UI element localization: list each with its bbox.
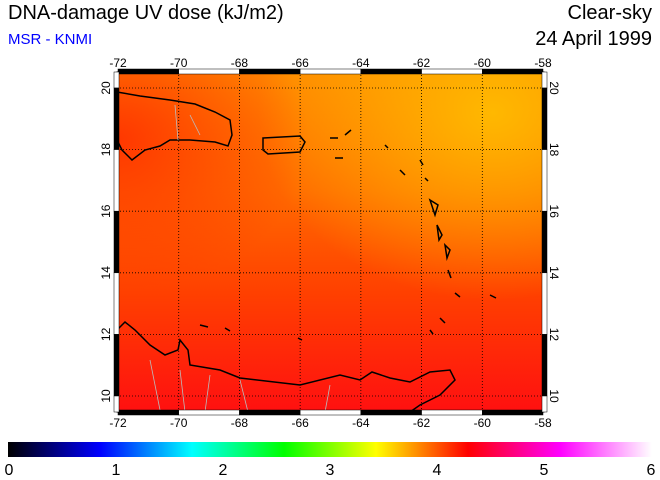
lon-labels-bottom: -72 -70 -68 -66 -64 -62 -60 -58 <box>109 416 552 430</box>
lat-tick-label: 16 <box>99 204 113 218</box>
frame-segment <box>113 87 120 150</box>
frame-segment <box>113 71 120 89</box>
colorbar-tick-label: 1 <box>112 462 121 479</box>
lat-tick-label: 20 <box>547 81 561 95</box>
lat-labels-right: 20 18 16 14 12 10 <box>547 81 561 403</box>
frame-segment <box>360 409 422 416</box>
lon-tick-label: -72 <box>109 56 127 70</box>
graticule <box>117 72 544 412</box>
map-frame <box>113 68 548 416</box>
lon-tick-label: -70 <box>170 56 188 70</box>
lat-tick-label: 20 <box>99 81 113 95</box>
frame-segment <box>113 210 120 274</box>
colorbar <box>8 442 652 457</box>
frame-segment <box>541 334 548 397</box>
lat-tick-label: 14 <box>99 266 113 280</box>
sky-condition: Clear-sky <box>567 2 652 24</box>
lon-tick-label: -66 <box>291 416 309 430</box>
lon-tick-label: -72 <box>109 416 127 430</box>
colorbar-tick-label: 6 <box>647 462 656 479</box>
frame-segment <box>482 68 544 75</box>
frame-segment <box>113 149 120 212</box>
frame-segment <box>113 272 120 335</box>
colorbar-tick-label: 5 <box>540 462 549 479</box>
coastlines <box>116 91 497 413</box>
lon-tick-label: -60 <box>474 416 492 430</box>
lat-tick-label: 16 <box>547 205 561 219</box>
borders <box>149 104 331 413</box>
south-america-coast <box>116 320 456 413</box>
lon-tick-label: -58 <box>534 56 552 70</box>
colorbar-tick-label: 2 <box>219 462 228 479</box>
lat-tick-label: 18 <box>99 143 113 157</box>
frame-segment <box>541 71 548 89</box>
lon-tick-label: -60 <box>474 56 492 70</box>
date-label: 24 April 1999 <box>535 28 652 50</box>
puerto-rico-coast <box>262 135 306 155</box>
lat-tick-label: 12 <box>99 327 113 341</box>
frame-segment <box>113 334 120 397</box>
hispaniola-coast <box>116 91 233 161</box>
lon-tick-label: -68 <box>231 56 249 70</box>
lat-tick-label: 10 <box>547 389 561 403</box>
frame-segment <box>541 395 548 413</box>
frame-segment <box>117 409 179 416</box>
islands <box>199 129 497 341</box>
lat-tick-label: 18 <box>547 143 561 157</box>
frame-segment <box>541 272 548 335</box>
uv-field <box>117 72 544 412</box>
lon-tick-label: -66 <box>291 56 309 70</box>
colorbar-labels: 0 1 2 3 4 5 6 <box>5 462 656 479</box>
frame-segment <box>113 395 120 413</box>
frame-segment <box>421 409 483 416</box>
lon-tick-label: -64 <box>352 56 370 70</box>
lon-tick-label: -62 <box>413 416 431 430</box>
lat-tick-label: 14 <box>547 266 561 280</box>
frame-segment <box>299 409 362 416</box>
lon-labels-top: -72 -70 -68 -66 -64 -62 -60 -58 <box>109 56 552 70</box>
lon-tick-label: -68 <box>231 416 249 430</box>
colorbar-tick-label: 3 <box>326 462 335 479</box>
lon-tick-label: -58 <box>534 416 552 430</box>
frame-segment <box>178 409 240 416</box>
frame-segment <box>482 409 544 416</box>
lat-tick-label: 10 <box>99 389 113 403</box>
frame-segment <box>239 409 301 416</box>
lon-tick-label: -62 <box>413 56 431 70</box>
map-title: DNA-damage UV dose (kJ/m2) <box>8 2 284 24</box>
source-label: MSR - KNMI <box>8 31 93 48</box>
colorbar-tick-label: 4 <box>433 462 442 479</box>
lat-tick-label: 12 <box>547 328 561 342</box>
frame-segment <box>541 210 548 274</box>
lat-labels-left: 20 18 16 14 12 10 <box>99 81 113 403</box>
frame-segment <box>541 149 548 212</box>
frame-segment <box>541 87 548 150</box>
lon-tick-label: -64 <box>352 416 370 430</box>
colorbar-tick-label: 0 <box>5 462 14 479</box>
lon-tick-label: -70 <box>170 416 188 430</box>
